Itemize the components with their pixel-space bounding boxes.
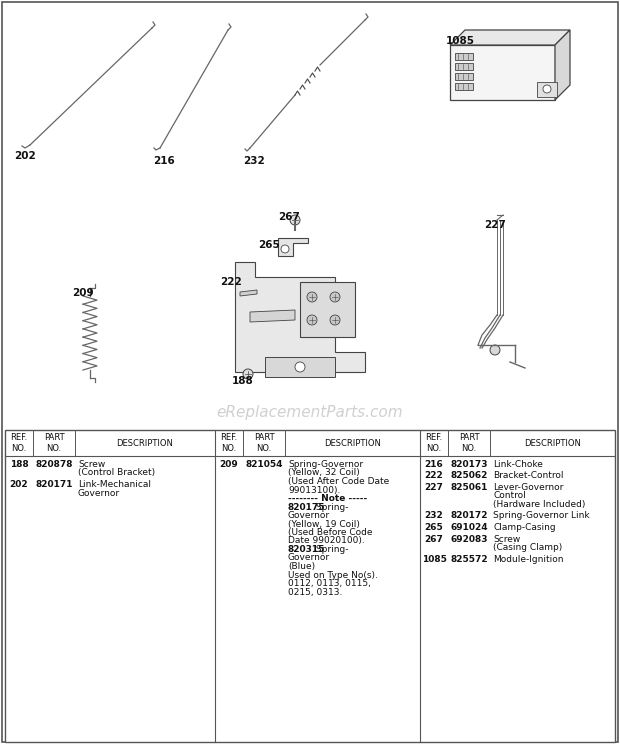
Circle shape	[243, 369, 253, 379]
Text: Spring-Governor Link: Spring-Governor Link	[493, 512, 590, 521]
Text: (Used After Code Date: (Used After Code Date	[288, 477, 389, 486]
Text: (Control Bracket): (Control Bracket)	[78, 469, 155, 478]
Text: 227: 227	[425, 483, 443, 492]
Text: DESCRIPTION: DESCRIPTION	[117, 438, 174, 447]
Polygon shape	[235, 262, 365, 372]
Text: (Yellow, 19 Coil): (Yellow, 19 Coil)	[288, 519, 360, 528]
Text: 820878: 820878	[35, 460, 73, 469]
Text: 267: 267	[278, 212, 300, 222]
Text: 222: 222	[425, 472, 443, 481]
Text: 821054: 821054	[246, 460, 283, 469]
Text: REF.
NO.: REF. NO.	[425, 433, 443, 452]
Text: REF.
NO.: REF. NO.	[220, 433, 237, 452]
Text: 209: 209	[72, 288, 94, 298]
Text: Screw: Screw	[493, 534, 520, 544]
Text: DESCRIPTION: DESCRIPTION	[524, 438, 581, 447]
Text: Governor: Governor	[288, 511, 330, 520]
Text: Governor: Governor	[78, 489, 120, 498]
Text: Spring-: Spring-	[312, 545, 348, 554]
Circle shape	[543, 85, 551, 93]
Polygon shape	[240, 290, 257, 296]
Text: Used on Type No(s).: Used on Type No(s).	[288, 571, 378, 580]
Text: 216: 216	[425, 460, 443, 469]
Bar	[265, 357, 335, 377]
Text: REF.
NO.: REF. NO.	[11, 433, 28, 452]
Text: 825062: 825062	[450, 472, 488, 481]
Text: 188: 188	[232, 376, 254, 386]
Text: 99013100).: 99013100).	[288, 486, 340, 495]
Text: -------- Note -----: -------- Note -----	[288, 494, 367, 503]
Text: 265: 265	[258, 240, 280, 250]
Polygon shape	[250, 310, 295, 322]
Text: 0112, 0113, 0115,: 0112, 0113, 0115,	[288, 579, 371, 588]
Text: 188: 188	[10, 460, 29, 469]
Text: Lever-Governor: Lever-Governor	[493, 483, 564, 492]
Circle shape	[307, 315, 317, 325]
Text: 232: 232	[243, 156, 265, 166]
Text: PART
NO.: PART NO.	[459, 433, 479, 452]
Bar	[455, 53, 473, 60]
Bar	[300, 282, 355, 337]
Text: Link-Choke: Link-Choke	[493, 460, 543, 469]
Text: 820172: 820172	[450, 512, 488, 521]
Text: 820173: 820173	[450, 460, 488, 469]
Circle shape	[330, 315, 340, 325]
Text: 820175: 820175	[288, 502, 326, 512]
Text: 265: 265	[425, 523, 443, 532]
Text: Governor: Governor	[288, 554, 330, 562]
Text: 1085: 1085	[422, 554, 446, 563]
Circle shape	[490, 345, 500, 355]
Text: 691024: 691024	[450, 523, 488, 532]
Circle shape	[295, 362, 305, 372]
Text: 267: 267	[425, 534, 443, 544]
Text: 825572: 825572	[450, 554, 488, 563]
Text: PART
NO.: PART NO.	[43, 433, 64, 452]
Text: Link-Mechanical: Link-Mechanical	[78, 480, 151, 489]
Text: DESCRIPTION: DESCRIPTION	[324, 438, 381, 447]
Text: eReplacementParts.com: eReplacementParts.com	[216, 405, 404, 420]
Text: 232: 232	[425, 512, 443, 521]
Text: Clamp-Casing: Clamp-Casing	[493, 523, 556, 532]
Text: PART
NO.: PART NO.	[254, 433, 274, 452]
Text: 0215, 0313.: 0215, 0313.	[288, 588, 342, 597]
Text: Bracket-Control: Bracket-Control	[493, 472, 564, 481]
Text: Module-Ignition: Module-Ignition	[493, 554, 564, 563]
Text: Spring-: Spring-	[312, 502, 348, 512]
Circle shape	[330, 292, 340, 302]
Circle shape	[281, 245, 289, 253]
Text: (Used Before Code: (Used Before Code	[288, 528, 373, 537]
Text: (Casing Clamp): (Casing Clamp)	[493, 543, 562, 552]
Text: Screw: Screw	[78, 460, 105, 469]
Text: Control: Control	[493, 492, 526, 501]
Polygon shape	[450, 45, 555, 100]
Text: Date 99020100).: Date 99020100).	[288, 536, 365, 545]
Text: (Blue): (Blue)	[288, 562, 315, 571]
Bar	[537, 82, 557, 97]
Text: 222: 222	[220, 277, 242, 287]
Polygon shape	[278, 238, 308, 256]
Text: 202: 202	[14, 151, 36, 161]
Bar	[455, 63, 473, 70]
Circle shape	[307, 292, 317, 302]
Text: 1085: 1085	[446, 36, 475, 46]
Bar	[5, 430, 615, 742]
Text: 227: 227	[484, 220, 506, 230]
Text: 820171: 820171	[35, 480, 73, 489]
Text: 216: 216	[153, 156, 175, 166]
Text: 825061: 825061	[450, 483, 488, 492]
Polygon shape	[450, 30, 570, 45]
Polygon shape	[555, 30, 570, 100]
Text: (Hardware Included): (Hardware Included)	[493, 500, 585, 509]
Text: 209: 209	[219, 460, 238, 469]
Bar	[455, 83, 473, 90]
Text: Spring-Governor: Spring-Governor	[288, 460, 363, 469]
Text: (Yellow, 32 Coil): (Yellow, 32 Coil)	[288, 469, 360, 478]
Text: 202: 202	[10, 480, 29, 489]
Text: 692083: 692083	[450, 534, 488, 544]
Text: 820315: 820315	[288, 545, 326, 554]
Bar	[455, 73, 473, 80]
Circle shape	[290, 215, 300, 225]
